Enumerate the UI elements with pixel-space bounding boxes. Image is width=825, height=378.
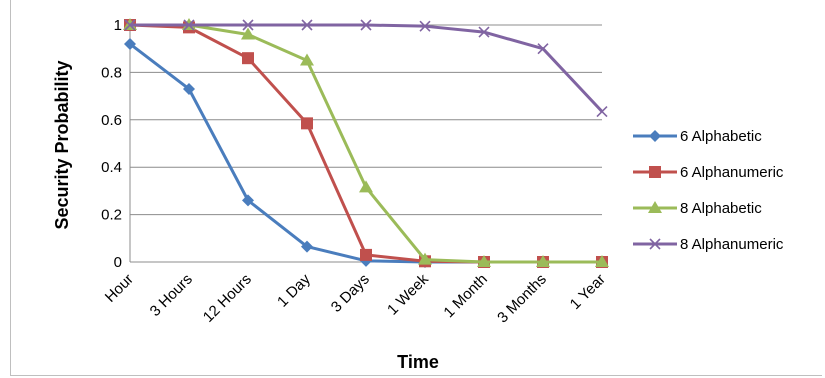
y-tick-label: 0.6 [101, 112, 122, 129]
data-point-8-alphabetic [359, 180, 373, 192]
series-line-8-alphabetic [130, 25, 602, 262]
data-point-6-alphanumeric [242, 52, 254, 64]
legend-item-6-alphabetic: 6 Alphabetic [633, 128, 762, 145]
series-line-8-alphanumeric [130, 25, 602, 112]
x-tick-label: 1 Week [384, 270, 432, 318]
legend-label: 8 Alphanumeric [680, 236, 784, 253]
legend-item-8-alphanumeric: 8 Alphanumeric [633, 236, 784, 253]
x-tick-label: 1 Month [440, 271, 490, 321]
legend-label: 6 Alphabetic [680, 128, 762, 145]
series-line-6-alphanumeric [130, 25, 602, 262]
legend-label: 8 Alphabetic [680, 200, 762, 217]
legend-item-8-alphabetic: 8 Alphabetic [633, 200, 762, 217]
series-layer [123, 18, 609, 268]
series-6-alphanumeric [124, 19, 608, 268]
data-point-6-alphanumeric [360, 249, 372, 261]
legend-marker [649, 166, 661, 178]
x-tick-label: 1 Day [274, 270, 314, 310]
legend-item-6-alphanumeric: 6 Alphanumeric [633, 164, 784, 181]
x-tick-label: 3 Months [494, 271, 550, 327]
legend-marker [649, 130, 661, 142]
y-tick-label: 0.4 [101, 159, 122, 176]
data-point-8-alphanumeric [597, 107, 607, 117]
x-tick-label: 3 Hours [147, 271, 196, 320]
legend-label: 6 Alphanumeric [680, 164, 784, 181]
x-axis-ticks: Hour 3 Hours 12 Hours 1 Day 3 Days 1 Week 1 Mo… [102, 270, 609, 326]
legend: 6 Alphabetic 6 Alphanumeric 8 Alphabetic 8 … [633, 128, 784, 253]
x-axis-title: Time [397, 352, 439, 372]
x-tick-label: Hour [102, 271, 137, 306]
y-tick-label: 0.8 [101, 64, 122, 81]
data-point-6-alphanumeric [301, 117, 313, 129]
y-tick-label: 0 [114, 254, 122, 271]
x-tick-label: 12 Hours [200, 271, 255, 326]
series-line-6-alphabetic [130, 44, 602, 262]
gridlines [130, 25, 602, 262]
y-tick-label: 1 [114, 17, 122, 34]
x-tick-label: 3 Days [328, 271, 373, 316]
y-axis-title: Security Probability [52, 60, 72, 229]
series-8-alphabetic [123, 18, 609, 267]
y-axis-ticks: 0 0.2 0.4 0.6 0.8 1 [101, 17, 122, 271]
x-tick-label: 1 Year [567, 271, 609, 313]
y-tick-label: 0.2 [101, 207, 122, 224]
